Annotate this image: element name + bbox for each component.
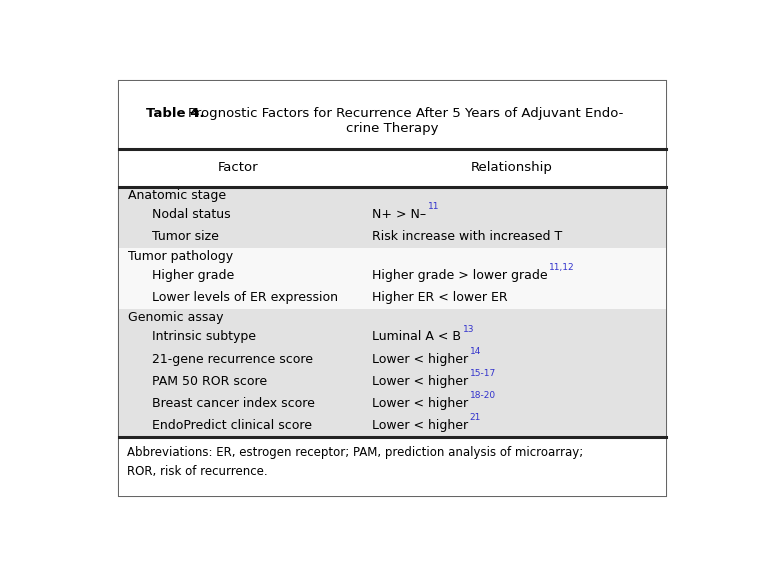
FancyBboxPatch shape — [119, 265, 666, 287]
Text: Higher ER < lower ER: Higher ER < lower ER — [372, 291, 507, 304]
Text: PAM 50 ROR score: PAM 50 ROR score — [152, 375, 267, 388]
FancyBboxPatch shape — [119, 326, 666, 348]
Text: Lower < higher: Lower < higher — [372, 353, 468, 366]
Text: 18-20: 18-20 — [470, 391, 496, 400]
Text: Risk increase with increased T: Risk increase with increased T — [372, 230, 562, 243]
Text: Abbreviations: ER, estrogen receptor; PAM, prediction analysis of microarray;
RO: Abbreviations: ER, estrogen receptor; PA… — [126, 446, 583, 478]
Text: Genomic assay: Genomic assay — [129, 311, 224, 324]
Text: Factor: Factor — [218, 161, 259, 174]
Text: N+ > N–: N+ > N– — [372, 208, 426, 221]
FancyBboxPatch shape — [119, 370, 666, 392]
Text: Relationship: Relationship — [470, 161, 552, 174]
Text: Nodal status: Nodal status — [152, 208, 231, 221]
Text: Lower < higher: Lower < higher — [372, 397, 468, 410]
Text: 14: 14 — [470, 347, 481, 356]
Text: EndoPredict clinical score: EndoPredict clinical score — [152, 420, 313, 433]
FancyBboxPatch shape — [119, 149, 666, 187]
FancyBboxPatch shape — [119, 437, 666, 496]
FancyBboxPatch shape — [119, 348, 666, 370]
FancyBboxPatch shape — [119, 226, 666, 248]
Text: 21: 21 — [470, 413, 481, 422]
Text: Anatomic stage: Anatomic stage — [129, 189, 227, 202]
FancyBboxPatch shape — [119, 287, 666, 309]
FancyBboxPatch shape — [119, 187, 666, 204]
Text: 11,12: 11,12 — [549, 264, 574, 272]
Text: 13: 13 — [463, 324, 474, 333]
Text: Lower levels of ER expression: Lower levels of ER expression — [152, 291, 338, 304]
Text: Higher grade: Higher grade — [152, 269, 234, 282]
FancyBboxPatch shape — [119, 204, 666, 226]
Text: Higher grade > lower grade: Higher grade > lower grade — [372, 269, 548, 282]
Text: 21-gene recurrence score: 21-gene recurrence score — [152, 353, 313, 366]
Text: Prognostic Factors for Recurrence After 5 Years of Adjuvant Endo-: Prognostic Factors for Recurrence After … — [188, 107, 623, 120]
FancyBboxPatch shape — [119, 414, 666, 437]
Text: Lower < higher: Lower < higher — [372, 420, 468, 433]
FancyBboxPatch shape — [119, 81, 666, 149]
Text: Intrinsic subtype: Intrinsic subtype — [152, 331, 256, 344]
Text: Luminal A < B: Luminal A < B — [372, 331, 461, 344]
Text: Lower < higher: Lower < higher — [372, 375, 468, 388]
Text: Table 4.: Table 4. — [146, 107, 205, 120]
FancyBboxPatch shape — [119, 248, 666, 265]
Text: Tumor size: Tumor size — [152, 230, 219, 243]
Text: crine Therapy: crine Therapy — [346, 122, 439, 135]
Text: Breast cancer index score: Breast cancer index score — [152, 397, 315, 410]
Text: 11: 11 — [427, 202, 439, 211]
FancyBboxPatch shape — [119, 309, 666, 326]
Text: Tumor pathology: Tumor pathology — [129, 250, 234, 263]
FancyBboxPatch shape — [119, 392, 666, 414]
Text: 15-17: 15-17 — [470, 369, 496, 378]
FancyBboxPatch shape — [119, 81, 666, 496]
